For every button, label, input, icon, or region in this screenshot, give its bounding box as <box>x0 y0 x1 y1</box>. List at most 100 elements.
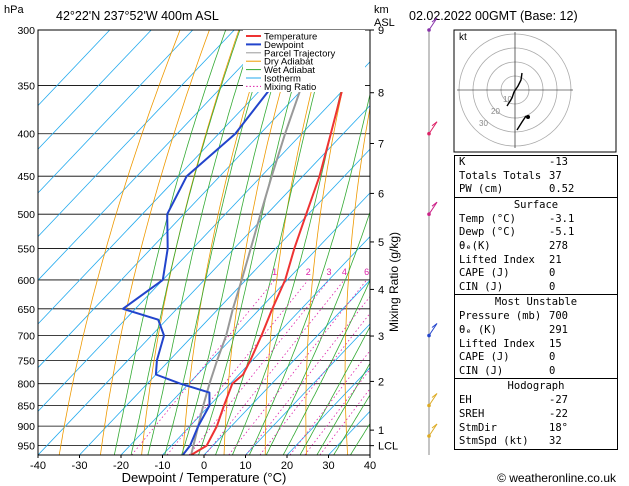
wind-barb-staff <box>428 17 438 31</box>
pressure-tick-label: 300 <box>17 25 35 37</box>
wet-adiabat-line <box>181 30 290 455</box>
table-row: Dewp (°C) -5.1 <box>455 226 617 240</box>
x-tick-label: 40 <box>364 460 376 472</box>
surface-section: Surface Temp (°C) -3.1 Dewp (°C) -5.1 θₑ(K) 2… <box>455 196 617 295</box>
km-tick-label: 7 <box>378 139 384 151</box>
legend-label: Temperature <box>264 32 317 43</box>
legend-label: Isotherm <box>264 74 301 85</box>
index-value: 700 <box>549 310 568 323</box>
index-value: -5.1 <box>549 226 575 239</box>
mixing-ratio-line <box>228 279 368 455</box>
index-value: 15 <box>549 337 562 350</box>
table-row: K -13 <box>455 156 617 170</box>
dry-adiabat-line <box>58 30 181 455</box>
wind-barb-flag <box>431 423 438 429</box>
index-label: EH <box>459 394 472 407</box>
hodograph-storm-dot <box>526 115 530 119</box>
hpa-unit-label: hPa <box>4 4 24 16</box>
hodograph-unit-label: kt <box>459 32 467 43</box>
index-label: CAPE (J) <box>459 351 510 364</box>
index-label: Totals Totals <box>459 169 542 182</box>
wet-adiabat-line <box>147 30 256 455</box>
km-tick-label: LCL <box>378 441 398 453</box>
index-label: CIN (J) <box>459 280 504 293</box>
pressure-tick-label: 950 <box>17 441 35 453</box>
isotherm-line <box>245 323 370 455</box>
pressure-tick-label: 350 <box>17 81 35 93</box>
hodograph-ring-label: 20 <box>491 107 500 116</box>
hodograph-ring-label: 10 <box>503 95 512 104</box>
isotherm-line <box>38 61 370 412</box>
pressure-tick-label: 400 <box>17 129 35 141</box>
dry-adiabat-line <box>100 30 210 455</box>
km-tick-label: 8 <box>378 88 384 100</box>
table-row: PW (cm) 0.52 <box>455 183 617 197</box>
index-label: K <box>459 156 466 168</box>
isotherm-line <box>203 279 370 455</box>
wet-adiabat-line <box>130 30 241 455</box>
wet-adiabat-line <box>299 325 370 455</box>
index-value: 0.52 <box>549 183 575 196</box>
mixing-ratio-tick-label: 16 <box>420 267 430 277</box>
index-value: 32 <box>549 435 562 448</box>
km-tick-label: 3 <box>378 331 384 343</box>
pressure-tick-label: 650 <box>17 304 35 316</box>
hodograph-frame <box>453 29 617 153</box>
table-row: StmSpd (kt) 32 <box>455 435 617 449</box>
temperature-line <box>190 30 360 455</box>
datetime-title: 02.02.2022 00GMT (Base: 12) <box>409 9 578 23</box>
hodo-section: Hodograph EH -27 SREH -22 StmDir 18° StmSpd (k… <box>455 378 617 448</box>
index-value: -13 <box>549 156 568 168</box>
x-tick-label: -10 <box>155 460 171 472</box>
skewt-plot: 1 2 3 4 6 8 10 16 20 25 3003504004505005506006507… <box>17 25 430 472</box>
index-label: PW (cm) <box>459 183 504 196</box>
mixing-ratio-line <box>245 295 370 455</box>
index-label: StmDir <box>459 421 497 434</box>
unstable-section: Most Unstable Pressure (mb) 700 θₑ (K) 291 L… <box>455 294 617 378</box>
wet-adiabat-line <box>164 30 272 455</box>
isotherm-line <box>38 30 360 369</box>
table-row: Lifted Index 15 <box>455 338 617 352</box>
surface-title: Surface <box>513 198 559 211</box>
location-title: 42°22'N 237°52'W 400m ASL <box>56 9 219 23</box>
table-row: EH -27 <box>455 394 617 408</box>
table-row: Temp (°C) -3.1 <box>455 213 617 227</box>
dry-adiabat-line <box>344 105 370 455</box>
wind-barb-flag <box>431 201 438 207</box>
table-row: Lifted Index 21 <box>455 254 617 268</box>
wet-adiabat-line <box>248 92 370 455</box>
x-tick-label: -20 <box>113 460 129 472</box>
km-tick-label: 1 <box>378 425 384 437</box>
index-value: 291 <box>549 323 568 336</box>
dry-adiabat-line <box>223 30 299 455</box>
table-row: Totals Totals 37 <box>455 170 617 184</box>
pressure-tick-label: 600 <box>17 275 35 287</box>
index-label: Pressure (mb) <box>459 310 542 323</box>
index-label: CIN (J) <box>459 364 504 377</box>
hodo-title: Hodograph <box>507 380 565 393</box>
x-tick-label: 0 <box>201 460 207 472</box>
isotherm-line <box>79 148 370 455</box>
pressure-tick-label: 450 <box>17 171 35 183</box>
isotherm-line <box>38 30 111 107</box>
index-value: 18° <box>549 421 568 434</box>
isotherm-line <box>38 30 277 281</box>
wet-adiabat-line <box>265 210 370 455</box>
hodograph-trace <box>506 72 523 107</box>
mixing-ratio-line <box>304 368 370 455</box>
index-label: θₑ (K) <box>459 323 497 336</box>
mixing-ratio-tick-label: 8 <box>381 267 386 277</box>
mixing-ratio-line <box>259 312 370 455</box>
mixing-ratio-tick-label: 2 <box>306 267 311 277</box>
index-label: Lifted Index <box>459 337 535 350</box>
wet-adiabat-line <box>215 30 332 455</box>
index-value: 0 <box>549 267 556 280</box>
wind-barb-flag <box>431 17 438 23</box>
index-label: Temp (°C) <box>459 212 516 225</box>
legend-background <box>243 30 365 92</box>
km-tick-label: 9 <box>378 25 384 37</box>
pressure-tick-label: 850 <box>17 401 35 413</box>
table-row: StmDir 18° <box>455 422 617 436</box>
